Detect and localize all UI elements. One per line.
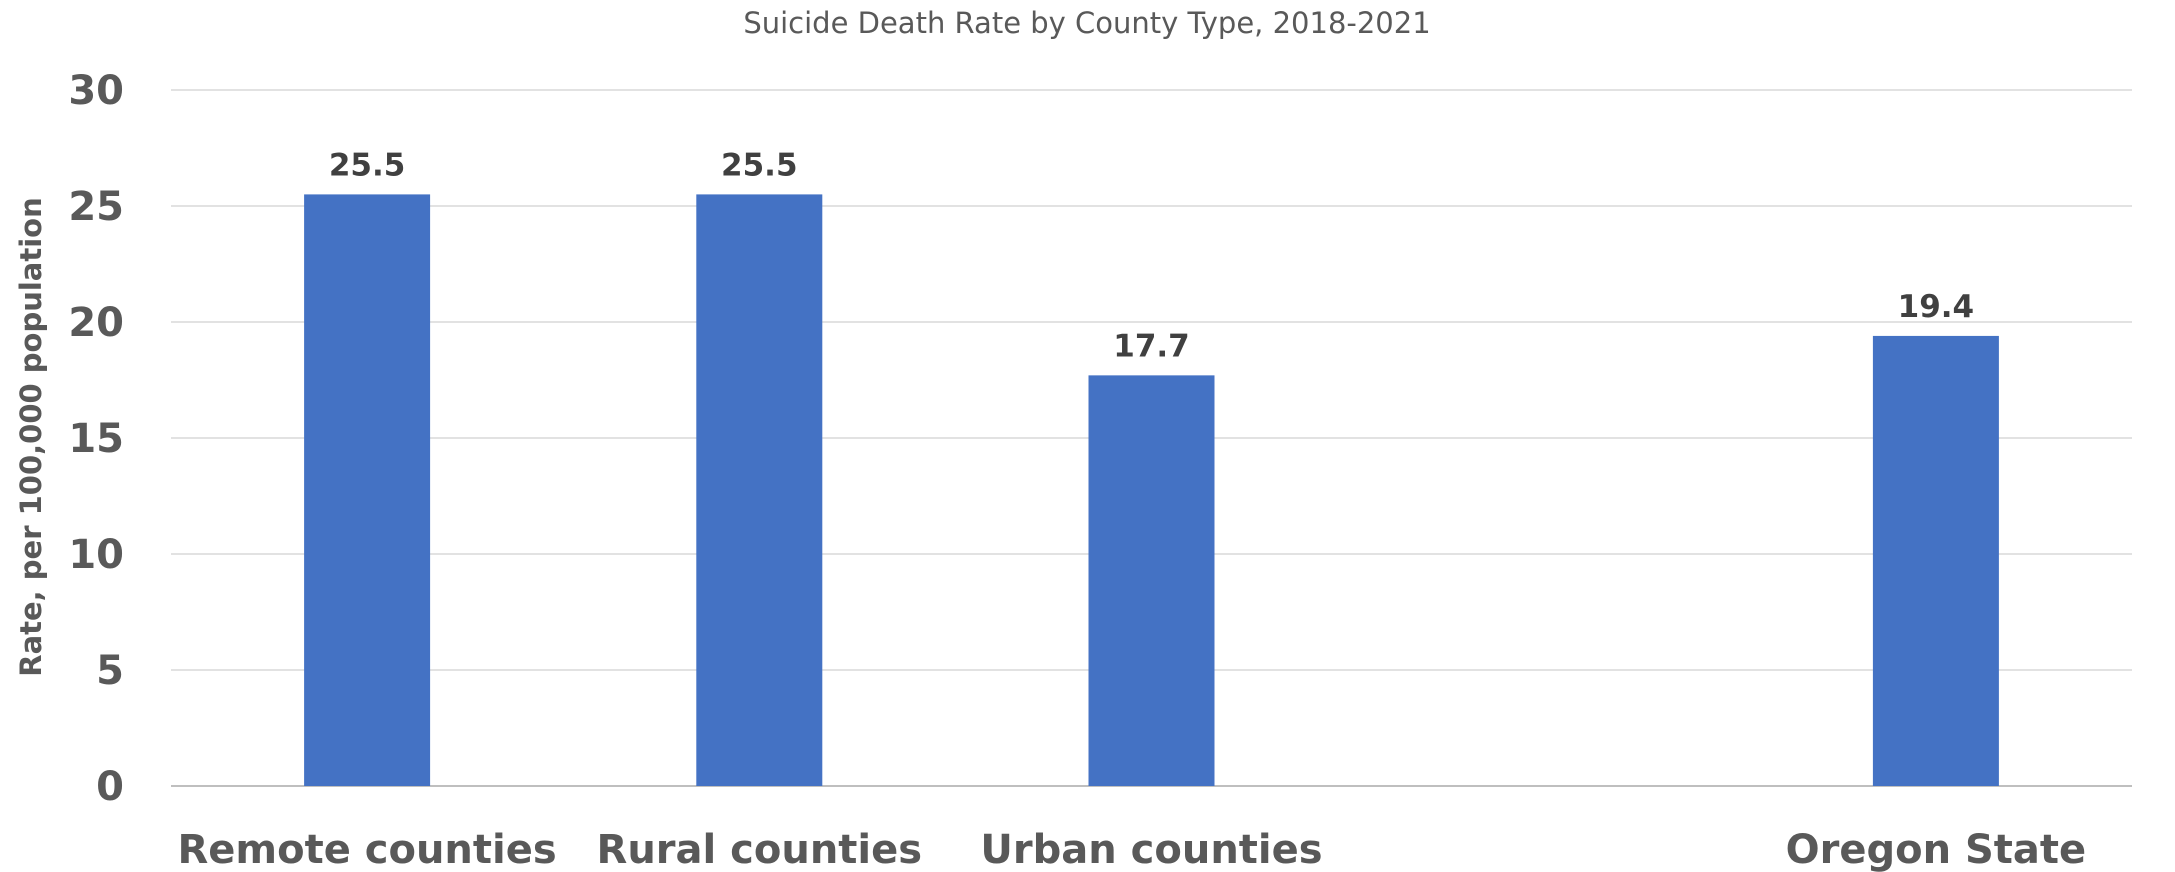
data-label: 25.5	[721, 147, 798, 183]
y-tick-label: 10	[68, 532, 124, 578]
data-label: 17.7	[1113, 328, 1190, 364]
x-tick-label: Remote counties	[178, 827, 557, 872]
y-tick-label: 5	[96, 648, 124, 694]
chart-title: Suicide Death Rate by County Type, 2018-…	[743, 6, 1430, 40]
gridlines	[171, 89, 2132, 787]
data-label: 25.5	[329, 147, 406, 183]
y-axis-ticks: 0 5 10 15 20 25 30	[68, 68, 124, 810]
y-tick-label: 15	[68, 416, 124, 462]
x-tick-label: Urban counties	[980, 827, 1322, 872]
y-tick-label: 30	[68, 68, 124, 114]
bar	[1088, 375, 1215, 786]
y-tick-label: 0	[96, 764, 124, 810]
data-labels: 25.5 25.5 17.7 19.4	[329, 147, 1974, 364]
y-tick-label: 20	[68, 300, 124, 346]
data-label: 19.4	[1898, 289, 1975, 325]
x-tick-label: Oregon State	[1786, 827, 2087, 872]
bar	[696, 194, 823, 786]
y-axis-label: Rate, per 100,000 population	[14, 197, 48, 677]
x-tick-label: Rural counties	[597, 827, 923, 872]
bar	[304, 194, 431, 786]
y-tick-label: 25	[68, 184, 124, 230]
bar	[1872, 335, 1999, 786]
bars	[304, 194, 1999, 786]
x-axis-ticks: Remote counties Rural counties Urban count…	[178, 827, 2087, 872]
